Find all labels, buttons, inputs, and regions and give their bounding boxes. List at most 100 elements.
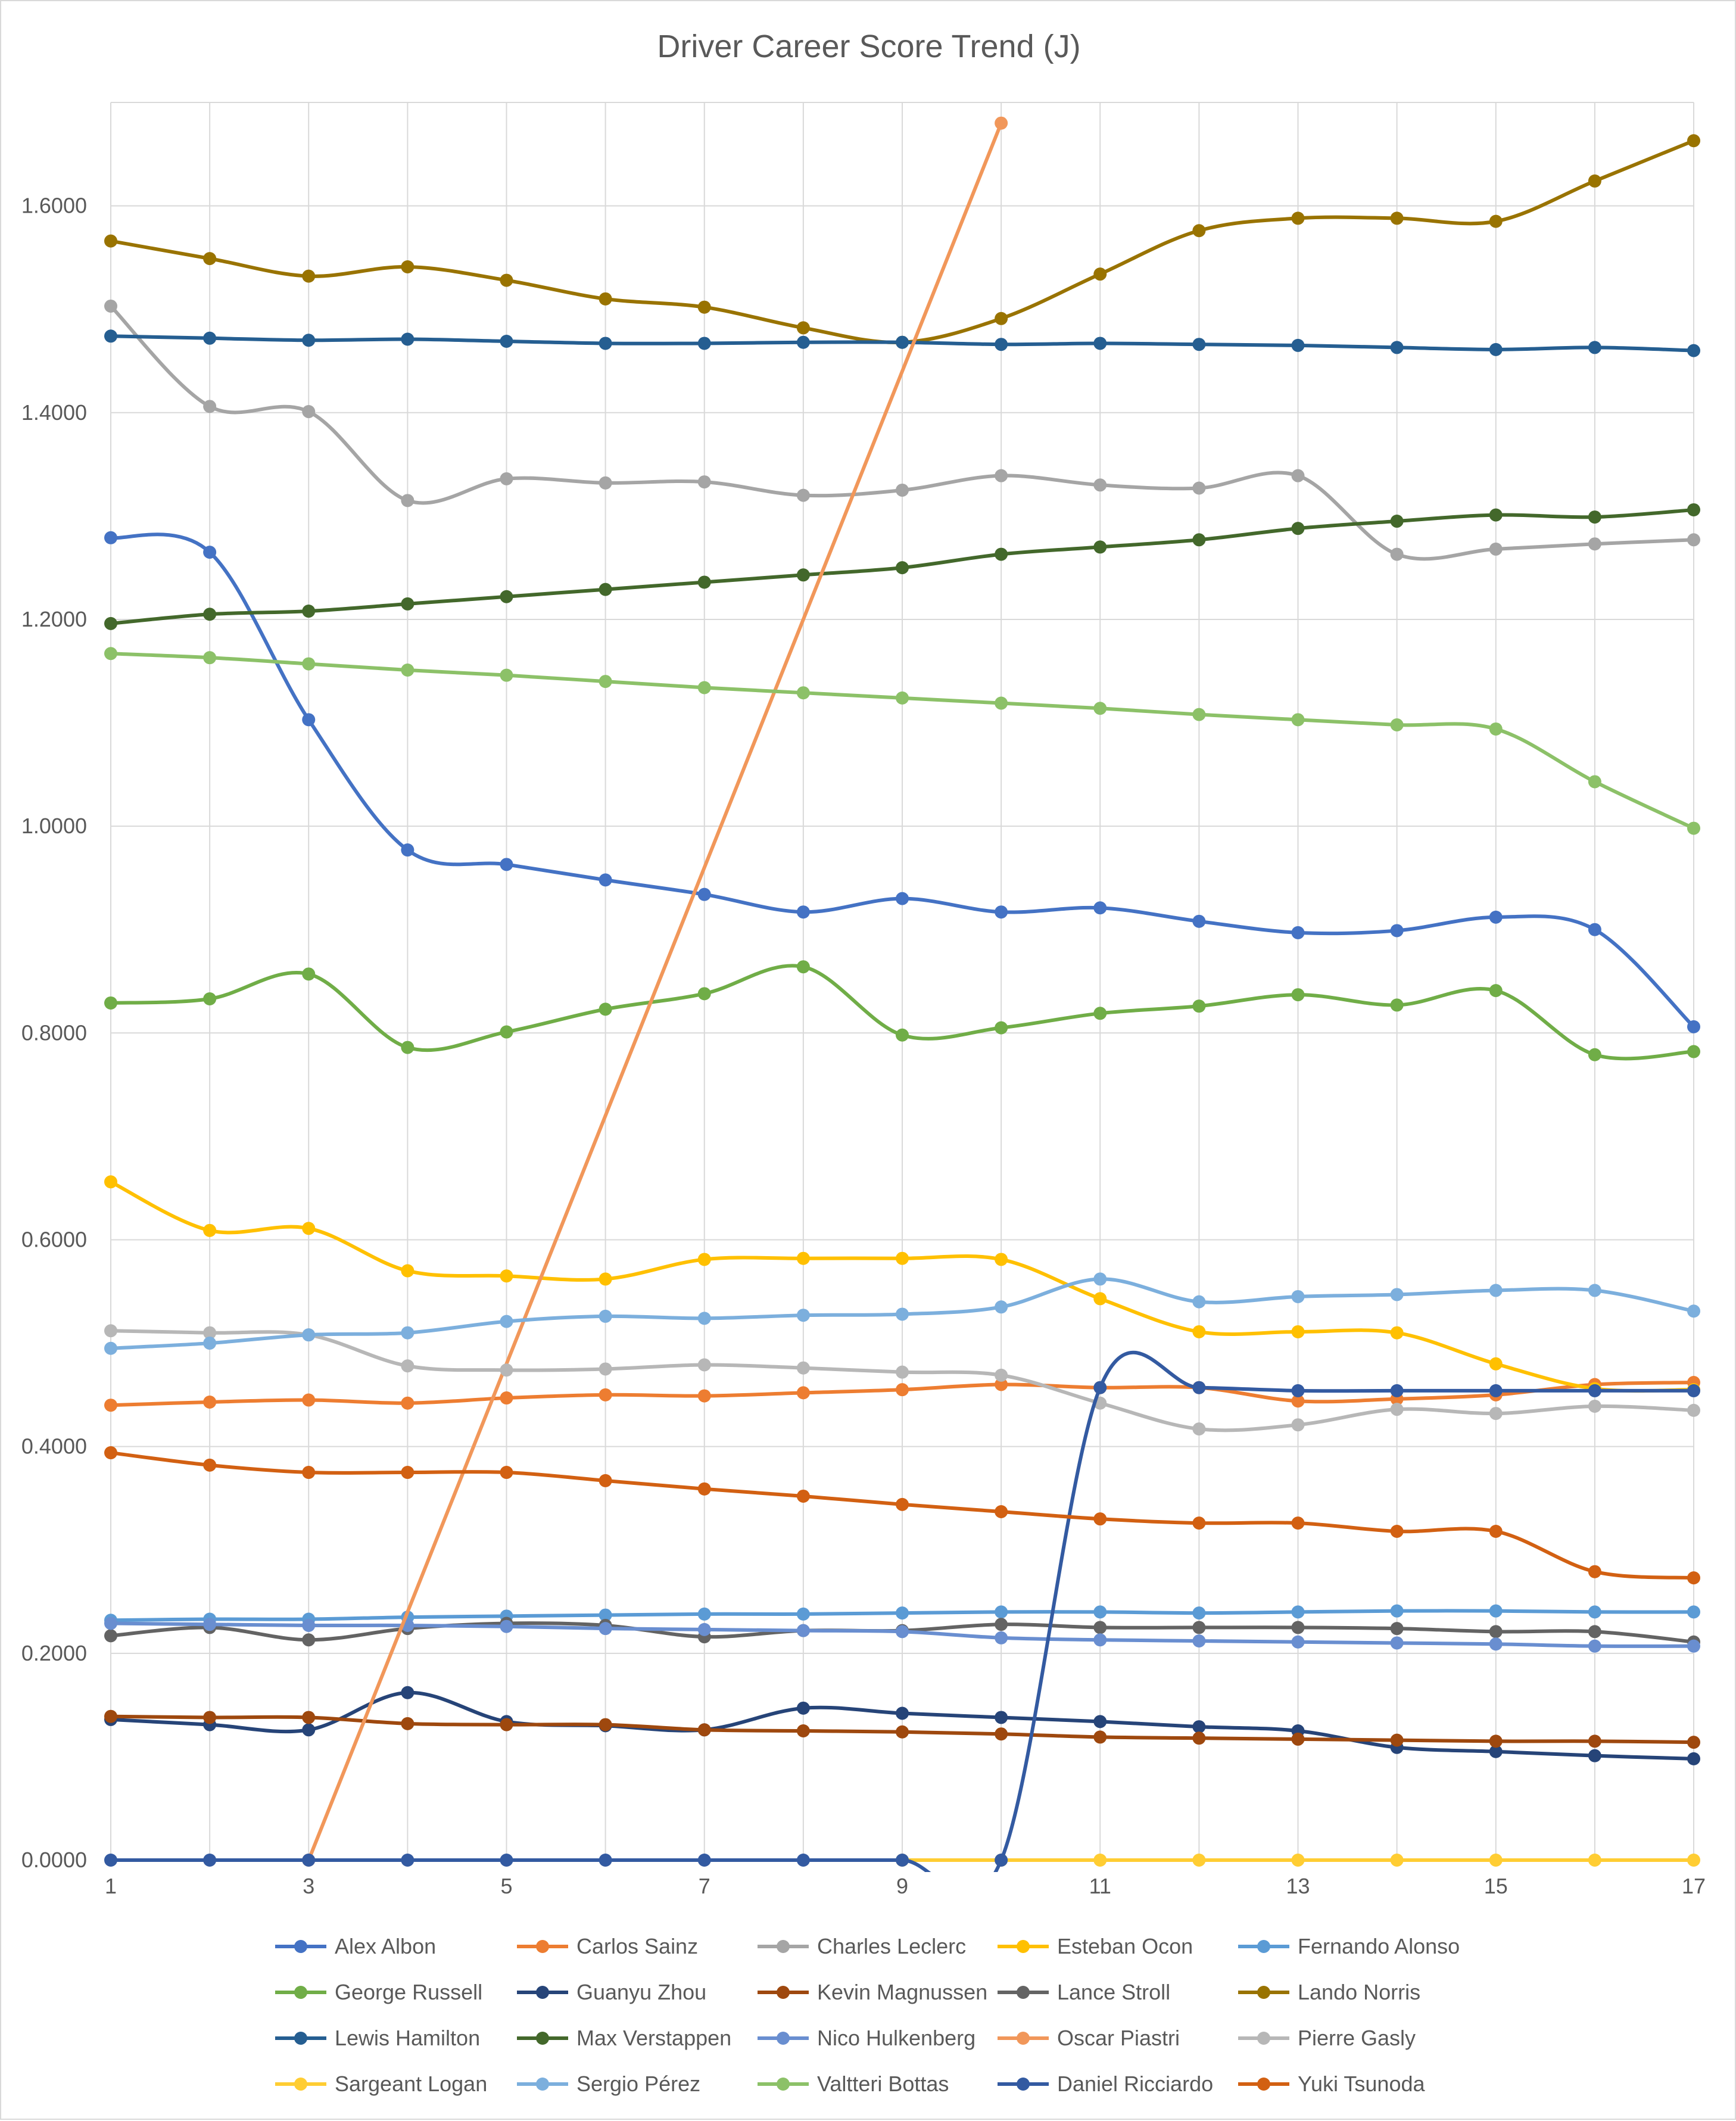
series-nico-hulkenberg [104,1617,1700,1653]
data-point [1588,1749,1601,1762]
data-point [302,657,316,671]
data-point [500,1269,513,1283]
data-point [302,334,316,347]
data-point [1687,1752,1700,1765]
data-point [203,400,217,413]
grid [110,102,1694,1861]
data-point [1489,1384,1503,1397]
data-point [1588,1048,1601,1061]
legend-item: Lewis Hamilton [275,2026,480,2050]
legend-item: Yuki Tsunoda [1238,2072,1425,2096]
data-point [1192,224,1206,238]
data-point [1390,1622,1404,1636]
data-point [302,1393,316,1407]
data-point [203,331,217,345]
series-pierre-gasly [104,1324,1700,1436]
data-point [401,332,414,346]
data-point [1291,1621,1305,1634]
data-point [500,858,513,871]
data-point [995,312,1008,325]
data-point [796,1361,810,1375]
series-charles-leclerc [104,299,1700,561]
data-point [104,1446,117,1460]
data-point [1192,1854,1206,1867]
data-point [203,1326,217,1340]
legend-marker [536,1986,549,1999]
data-point [995,1727,1008,1741]
legend-label: Alex Albon [335,1934,436,1958]
data-point [1291,1605,1305,1619]
data-point [401,494,414,507]
legend-item: Lando Norris [1238,1980,1420,2004]
data-point [1192,1731,1206,1745]
data-point [104,616,117,630]
data-point [302,1723,316,1737]
data-point [599,1272,612,1286]
data-point [1192,708,1206,721]
data-point [1291,1516,1305,1530]
data-point [1489,984,1503,998]
data-point [1093,1633,1107,1647]
data-point [401,1041,414,1054]
axes: 0.0000 0.2000 0.4000 0.6000 0.8000 1.0000 1.20… [21,194,1706,1898]
legend-label: Kevin Magnussen [817,1980,987,2004]
data-point [1687,1605,1700,1619]
data-point [104,996,117,1010]
data-point [697,1854,711,1867]
data-point [1588,775,1601,789]
data-point [1291,926,1305,939]
data-point [203,651,217,665]
data-point [1489,1524,1503,1538]
data-point [1291,1394,1305,1408]
legend-marker [1017,2078,1030,2091]
data-point [104,299,117,313]
legend-item: Lance Stroll [998,1980,1170,2004]
data-point [302,1466,316,1480]
data-point [1192,1381,1206,1394]
data-point [401,1326,414,1340]
legend-marker [1257,1940,1270,1953]
data-point [104,647,117,661]
data-point [1588,923,1601,936]
legend-marker [536,1940,549,1953]
data-point [995,1368,1008,1382]
data-point [697,575,711,589]
data-point [1489,1734,1503,1748]
legend-label: Oscar Piastri [1057,2026,1180,2050]
data-point [1093,337,1107,350]
data-point [1489,342,1503,356]
data-point [104,1341,117,1355]
data-point [1390,1288,1404,1301]
data-point [995,1378,1008,1391]
data-point [1093,1715,1107,1728]
data-point [697,1389,711,1403]
data-point [1588,1565,1601,1578]
y-tick-label: 1.4000 [21,400,87,425]
legend-item: Max Verstappen [517,2026,731,2050]
legend-label: Sergio Pérez [576,2072,700,2096]
data-point [302,1711,316,1724]
data-point [995,116,1008,130]
data-point [104,1629,117,1643]
data-point [599,1608,612,1622]
data-point [104,329,117,343]
data-point [1390,1326,1404,1340]
data-point [1588,1854,1601,1867]
data-point [500,1315,513,1328]
data-point [1687,344,1700,357]
data-point [1687,1020,1700,1033]
data-point [1489,1625,1503,1639]
data-point [1687,503,1700,516]
data-point [1093,1621,1107,1634]
data-point [104,1854,117,1867]
data-point [1093,1007,1107,1020]
data-point [599,1854,612,1867]
legend-label: Lewis Hamilton [335,2026,480,2050]
data-point [1390,547,1404,561]
y-tick-label: 0.8000 [21,1020,87,1045]
data-point [500,273,513,287]
series-lewis-hamilton [104,329,1700,357]
data-point [1291,1290,1305,1303]
data-point [1687,1045,1700,1058]
